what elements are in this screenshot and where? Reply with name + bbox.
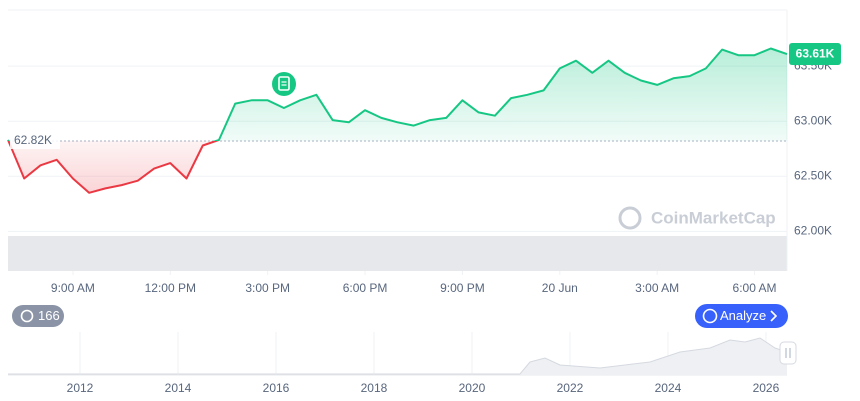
navigator-tick-label: 2016 xyxy=(263,381,290,395)
x-tick-label: 6:00 PM xyxy=(343,281,388,295)
y-tick-label: 63.00K xyxy=(794,113,832,127)
analyze-label: Analyze xyxy=(720,308,766,323)
volume-area xyxy=(8,236,787,271)
navigator-tick-label: 2012 xyxy=(67,381,94,395)
watermark: CoinMarketCap xyxy=(618,206,776,230)
history-count: 166 xyxy=(38,308,60,323)
y-tick-label: 62.00K xyxy=(794,224,832,238)
x-tick-label: 3:00 AM xyxy=(635,281,679,295)
price-line xyxy=(7,47,788,194)
x-tick-label: 6:00 AM xyxy=(733,281,777,295)
x-tick-label: 20 Jun xyxy=(542,281,578,295)
x-tick-label: 9:00 PM xyxy=(440,281,485,295)
x-tick-label: 3:00 PM xyxy=(245,281,290,295)
navigator[interactable] xyxy=(8,337,797,375)
last-price-label: 63.61K xyxy=(796,47,835,61)
navigator-tick-label: 2022 xyxy=(557,381,584,395)
x-tick-label: 9:00 AM xyxy=(51,281,95,295)
navigator-tick-label: 2018 xyxy=(361,381,388,395)
navigator-tick-label: 2024 xyxy=(655,381,682,395)
navigator-tick-label: 2014 xyxy=(165,381,192,395)
analyze-button[interactable]: Analyze xyxy=(695,304,788,328)
y-tick-label: 62.50K xyxy=(794,168,832,182)
price-area xyxy=(8,48,787,193)
news-icon[interactable] xyxy=(272,72,296,96)
navigator-tick-label: 2026 xyxy=(753,381,780,395)
last-price-box xyxy=(789,43,841,66)
x-tick-label: 12:00 PM xyxy=(145,281,196,295)
navigator-tick-label: 2020 xyxy=(459,381,486,395)
history-badge[interactable]: 166 xyxy=(12,305,64,327)
reference-label-box xyxy=(10,133,60,150)
reference-label: 62.82K xyxy=(14,133,52,147)
watermark-text: CoinMarketCap xyxy=(651,208,776,227)
